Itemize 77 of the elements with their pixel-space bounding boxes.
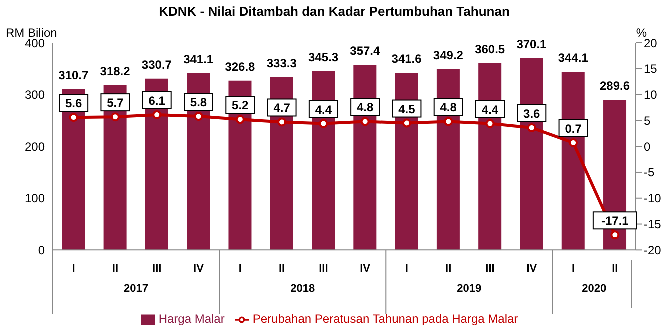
data-label: 5.8 <box>190 96 208 110</box>
point <box>152 110 162 120</box>
point <box>194 112 204 122</box>
data-label: 4.8 <box>356 100 374 115</box>
point <box>319 119 328 128</box>
x-tick-label: IV <box>526 263 538 276</box>
data-label: 326.8 <box>225 60 256 74</box>
data-label: -17.1 <box>602 214 630 228</box>
x-tick-label: II <box>278 263 286 276</box>
text: 2017 <box>124 283 149 296</box>
data-label: 4.4 <box>482 102 499 117</box>
point <box>110 112 120 122</box>
data-label: 4.7 <box>274 101 291 116</box>
y-tick-label: 300 <box>24 88 46 102</box>
x-tick-label: I <box>72 263 76 276</box>
data-label: 344.1 <box>558 50 589 65</box>
y2-tick-label: -20 <box>644 243 662 258</box>
data-label: 3.6 <box>524 106 541 121</box>
y2-tick-label: -10 <box>644 192 662 206</box>
point <box>569 138 578 148</box>
data-label: 370.1 <box>516 37 548 52</box>
legend-label: Perubahan Peratusan Tahunan pada Harga Malar <box>252 312 518 326</box>
data-label: 330.7 <box>142 58 172 72</box>
point <box>402 118 412 128</box>
data-label: 349.2 <box>433 48 464 62</box>
x-tick-label: III <box>486 263 495 276</box>
data-label: 5.2 <box>232 98 250 113</box>
x-tick-label: I <box>238 263 242 276</box>
legend-label: Harga Malar <box>158 312 225 326</box>
data-label: 318.2 <box>100 64 131 78</box>
x-tick-label: I <box>572 263 576 276</box>
data-label: 5.7 <box>107 96 124 110</box>
y2-tick-label: 20 <box>644 36 658 50</box>
point <box>527 123 536 132</box>
x-tick-label: II <box>612 263 618 276</box>
data-label: 6.1 <box>148 94 166 108</box>
y2-axis-title: % <box>636 26 647 40</box>
data-label: 341.1 <box>184 52 214 67</box>
text: 2019 <box>457 283 482 296</box>
y-tick-label: 0 <box>38 243 46 258</box>
point <box>444 117 454 126</box>
data-label: 4.4 <box>315 102 332 117</box>
x-tick-label: III <box>152 263 162 276</box>
y-tick-label: 100 <box>24 192 46 206</box>
text: 2020 <box>582 283 607 296</box>
y2-tick-label: -15 <box>644 218 662 232</box>
data-label: 357.4 <box>350 44 380 58</box>
data-label: 289.6 <box>600 79 630 94</box>
data-label: 345.3 <box>308 50 339 64</box>
y2-tick-label: 5 <box>644 114 651 128</box>
x-tick-label: I <box>405 263 408 276</box>
x-tick-label: II <box>446 263 452 276</box>
data-label: 333.3 <box>266 56 298 71</box>
y-tick-label: 200 <box>24 140 46 154</box>
point <box>360 117 370 126</box>
x-tick-label: IV <box>360 263 372 276</box>
data-label: 5.6 <box>65 96 82 111</box>
text: 2018 <box>290 283 316 296</box>
data-label: 360.5 <box>475 42 506 56</box>
data-label: 4.5 <box>398 102 416 116</box>
y2-tick-label: 0 <box>644 140 651 154</box>
point <box>278 118 287 127</box>
y2-tick-label: -5 <box>644 166 655 180</box>
data-label: 0.7 <box>565 122 582 136</box>
chart-title: KDNK - Nilai Ditambah dan Kadar Pertumbuhan Tahunan <box>158 4 511 19</box>
x-tick-label: IV <box>194 263 205 276</box>
y2-tick-label: 15 <box>644 62 658 76</box>
x-tick-label: II <box>112 263 119 276</box>
data-label: 341.6 <box>392 52 422 66</box>
point <box>236 115 245 124</box>
point <box>69 113 78 122</box>
x-tick-label: III <box>319 263 328 276</box>
y2-tick-label: 10 <box>644 88 658 102</box>
data-label: 310.7 <box>58 68 89 82</box>
point <box>486 119 495 128</box>
data-label: 4.8 <box>440 100 458 115</box>
point <box>610 230 620 240</box>
